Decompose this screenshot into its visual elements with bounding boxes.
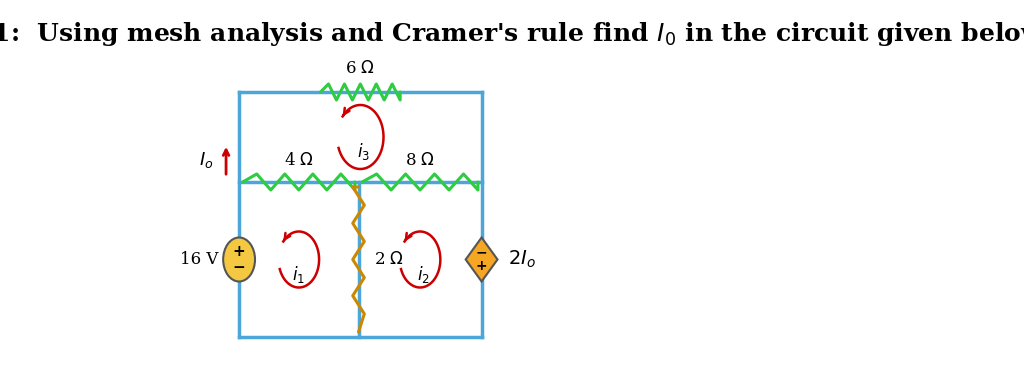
Text: −: − bbox=[476, 245, 487, 260]
Text: +: + bbox=[232, 244, 246, 259]
Text: $I_o$: $I_o$ bbox=[199, 151, 213, 171]
Text: $i_2$: $i_2$ bbox=[417, 264, 430, 285]
Text: 6 $\Omega$: 6 $\Omega$ bbox=[345, 60, 376, 77]
Text: 16 V: 16 V bbox=[180, 251, 219, 268]
Text: $2I_o$: $2I_o$ bbox=[508, 249, 537, 270]
Text: 4 $\Omega$: 4 $\Omega$ bbox=[284, 152, 313, 169]
Text: 2 $\Omega$: 2 $\Omega$ bbox=[375, 251, 404, 268]
Circle shape bbox=[223, 238, 255, 281]
Text: 8 $\Omega$: 8 $\Omega$ bbox=[406, 152, 435, 169]
Text: P1:  Using mesh analysis and Cramer's rule find $I_0$ in the circuit given below: P1: Using mesh analysis and Cramer's rul… bbox=[0, 20, 1024, 48]
Text: +: + bbox=[476, 260, 487, 274]
Text: $i_3$: $i_3$ bbox=[357, 142, 371, 163]
Polygon shape bbox=[466, 238, 498, 281]
Text: −: − bbox=[232, 260, 246, 275]
Text: $i_1$: $i_1$ bbox=[292, 264, 305, 285]
